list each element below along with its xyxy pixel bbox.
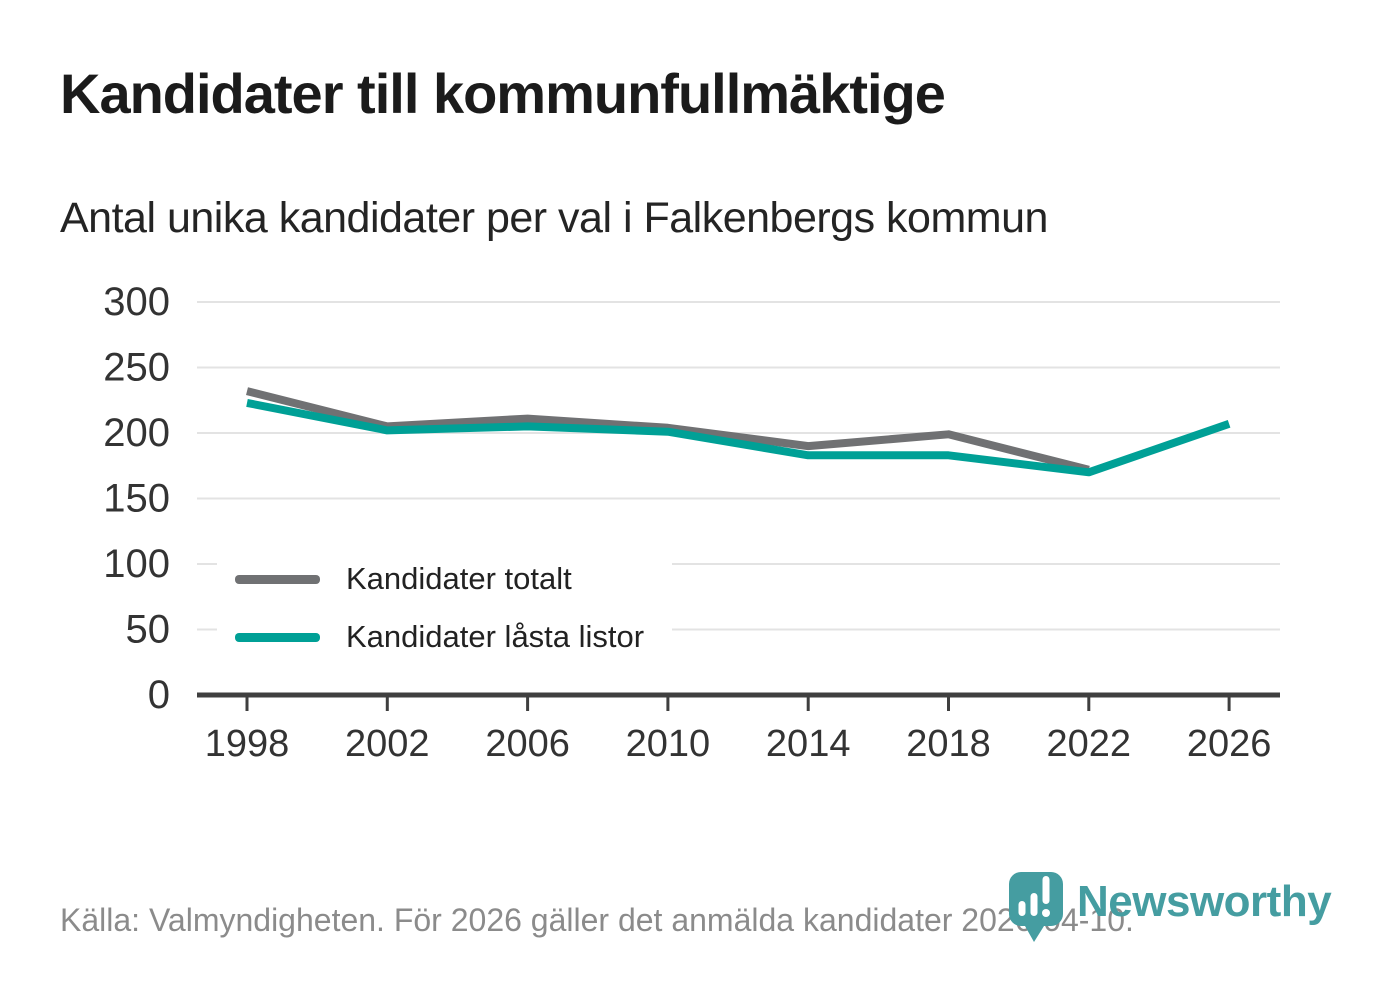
newsworthy-logo: Newsworthy xyxy=(1008,871,1332,943)
svg-text:50: 50 xyxy=(126,608,171,652)
svg-text:2002: 2002 xyxy=(345,723,430,765)
chart-title: Kandidater till kommunfullmäktige xyxy=(60,62,946,125)
svg-text:150: 150 xyxy=(103,477,170,521)
svg-text:2026: 2026 xyxy=(1187,723,1272,765)
legend-label-kandidater-lasta-listor: Kandidater låsta listor xyxy=(346,619,645,655)
legend-swatch-gray-line xyxy=(235,574,320,584)
svg-text:100: 100 xyxy=(103,542,170,586)
svg-text:300: 300 xyxy=(103,280,170,324)
newsworthy-pin-chart-icon xyxy=(1009,872,1063,942)
source-note: Källa: Valmyndigheten. För 2026 gäller d… xyxy=(60,902,1134,938)
svg-text:2022: 2022 xyxy=(1047,723,1132,765)
chart-subtitle: Antal unika kandidater per val i Falkenb… xyxy=(60,194,1048,242)
svg-text:250: 250 xyxy=(103,346,170,390)
newsworthy-wordmark: Newsworthy xyxy=(1077,877,1332,926)
legend-item-kandidater-lasta-listor: Kandidater låsta listor xyxy=(235,617,644,657)
legend-label-kandidater-totalt: Kandidater totalt xyxy=(346,561,572,596)
svg-text:1998: 1998 xyxy=(205,723,290,765)
legend-item-kandidater-totalt: Kandidater totalt xyxy=(235,559,644,599)
svg-text:0: 0 xyxy=(148,673,170,717)
svg-text:2018: 2018 xyxy=(906,723,991,765)
svg-text:200: 200 xyxy=(103,411,170,455)
svg-text:2010: 2010 xyxy=(626,723,711,765)
svg-text:2014: 2014 xyxy=(766,723,851,765)
svg-text:2006: 2006 xyxy=(485,723,570,765)
legend-swatch-teal-line xyxy=(235,632,320,642)
chart-legend: Kandidater totalt Kandidater låsta listo… xyxy=(217,547,673,672)
